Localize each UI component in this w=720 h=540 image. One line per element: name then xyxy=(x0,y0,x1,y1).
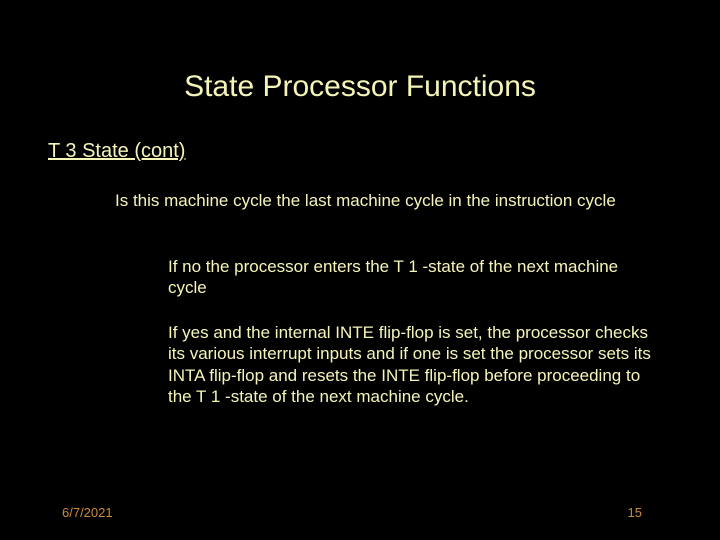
body-if-no: If no the processor enters the T 1 -stat… xyxy=(168,256,660,299)
slide-title: State Processor Functions xyxy=(0,70,720,104)
body-if-yes: If yes and the internal INTE flip-flop i… xyxy=(168,322,660,407)
slide: State Processor Functions T 3 State (con… xyxy=(0,0,720,540)
section-subheading: T 3 State (cont) xyxy=(48,140,185,163)
body-question: Is this machine cycle the last machine c… xyxy=(115,190,660,211)
footer-page-number: 15 xyxy=(628,505,642,520)
footer-date: 6/7/2021 xyxy=(62,505,113,520)
